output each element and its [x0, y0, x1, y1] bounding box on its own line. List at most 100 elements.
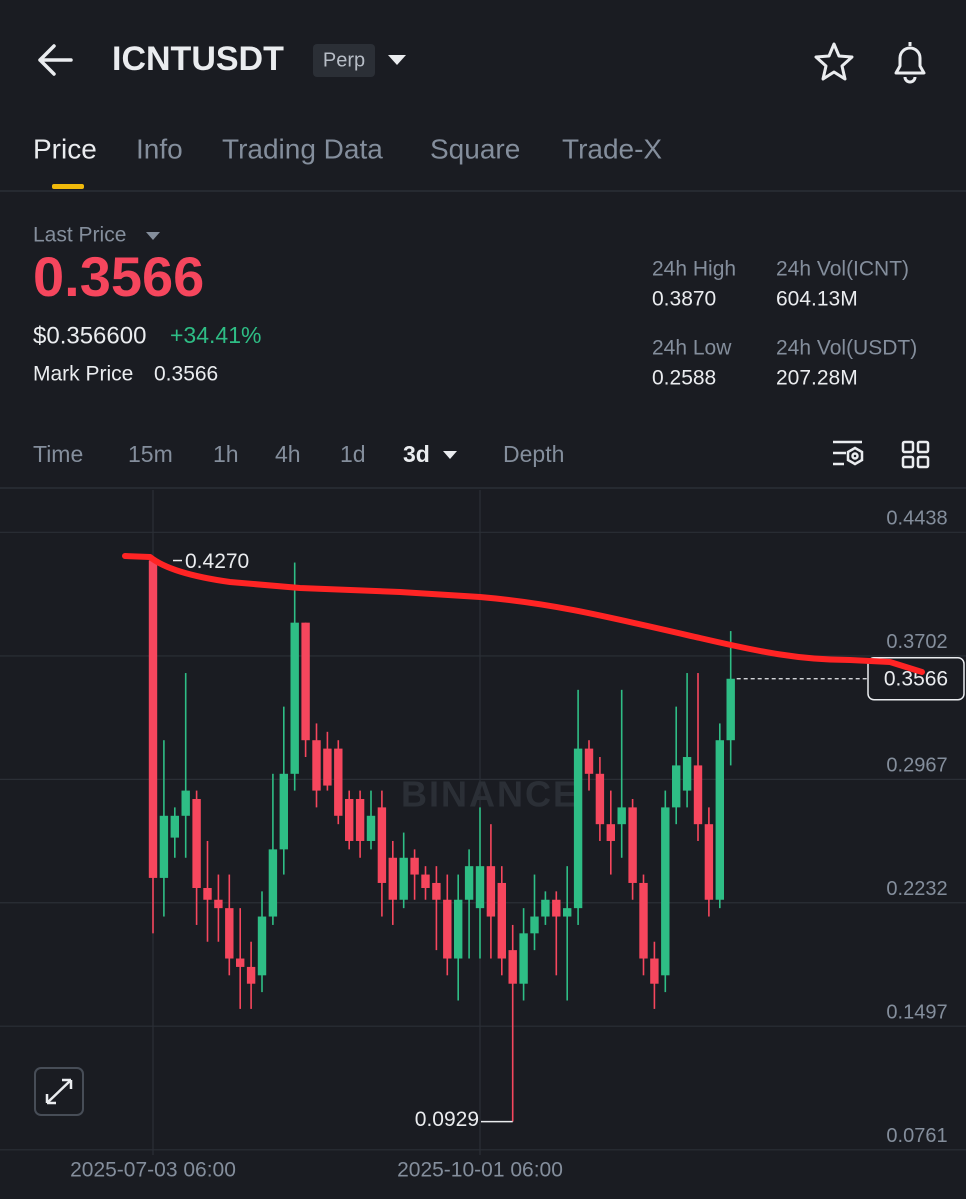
- mark-price: 0.3566: [154, 363, 218, 386]
- candle-body: [541, 899, 550, 917]
- candle-body: [639, 882, 648, 959]
- candle-body: [486, 866, 496, 917]
- interval[interactable]: 1h: [213, 441, 239, 467]
- candle-body: [595, 773, 605, 825]
- candle-body: [257, 916, 267, 976]
- badge: Perp: [323, 49, 365, 71]
- candle-body: [552, 899, 561, 917]
- interval[interactable]: Depth: [503, 441, 564, 467]
- favorite-button[interactable]: [814, 42, 854, 81]
- symbol: ICNTUSDT: [112, 40, 284, 78]
- candle-body: [301, 622, 310, 741]
- tab[interactable]: Square: [430, 133, 520, 164]
- candle-body: [715, 740, 724, 900]
- stat-label: 24h Vol(ICNT): [776, 258, 909, 281]
- last-price-box: [867, 657, 965, 701]
- y-tick-label: 0.0761: [886, 1125, 947, 1147]
- candle-body: [355, 798, 365, 841]
- symbol-dropdown[interactable]: [388, 55, 406, 65]
- candle-body: [290, 622, 299, 774]
- candle-wick: [511, 924, 514, 1122]
- interval[interactable]: 15m: [128, 441, 173, 467]
- candle-body: [519, 933, 528, 984]
- candle-wick: [272, 773, 274, 925]
- stat-value: 0.3870: [652, 288, 716, 311]
- candle-body: [475, 866, 485, 909]
- expand-button[interactable]: [34, 1067, 84, 1116]
- stat-label: 24h Low: [652, 337, 732, 360]
- stat-label: 24h High: [652, 258, 736, 281]
- candle-wick: [413, 849, 416, 900]
- candle-body: [497, 882, 506, 959]
- candle-body: [323, 748, 332, 786]
- tab[interactable]: Trading Data: [222, 133, 383, 164]
- stat-label: 24h Vol(USDT): [776, 337, 917, 360]
- candle-wick: [468, 849, 470, 959]
- alert-button[interactable]: [894, 42, 926, 84]
- candle-body: [704, 824, 714, 900]
- mark-price-label: Mark Price: [33, 363, 133, 386]
- x-tick-label: 2025-10-01 06:00: [397, 1159, 563, 1182]
- chart-settings-button[interactable]: [833, 440, 864, 466]
- last-price-tag: 0.3566: [884, 667, 948, 690]
- candle-wick: [184, 673, 187, 858]
- watermark: BINANCE: [401, 774, 579, 815]
- interval[interactable]: 3d: [403, 441, 430, 467]
- candle-body: [584, 748, 594, 774]
- last-price-label: Last Price: [33, 224, 126, 247]
- candle-body: [170, 815, 179, 838]
- candle-body: [334, 748, 343, 816]
- candle-body: [508, 950, 517, 984]
- layout-button[interactable]: [901, 440, 930, 469]
- stat-value: 604.13M: [776, 288, 858, 311]
- candle-wick: [555, 891, 558, 976]
- candle-body: [421, 874, 430, 888]
- interval-dropdown[interactable]: [443, 451, 457, 459]
- back-button[interactable]: [38, 44, 73, 76]
- price-change: +34.41%: [170, 322, 261, 348]
- candle-body: [573, 748, 583, 909]
- candle-body: [661, 807, 670, 976]
- low-marker-label: 0.0929: [415, 1108, 479, 1131]
- tab[interactable]: Price: [33, 133, 97, 164]
- candle-body: [148, 560, 158, 878]
- candle-body: [726, 678, 735, 741]
- candle-body: [530, 916, 539, 934]
- candle-wick: [533, 874, 536, 951]
- tab[interactable]: Info: [136, 133, 183, 164]
- y-tick-label: 0.2967: [886, 755, 947, 777]
- candle-body: [454, 899, 463, 959]
- stat-value: 207.28M: [776, 367, 858, 390]
- candle-body: [682, 757, 692, 791]
- candle-wick: [435, 866, 438, 951]
- candle-body: [312, 740, 321, 791]
- candle-wick: [686, 673, 688, 808]
- candle-body: [650, 958, 659, 984]
- stat-value: 0.2588: [652, 367, 716, 390]
- interval[interactable]: 1d: [340, 441, 366, 467]
- candle-body: [246, 966, 256, 984]
- chart: 0.4438 0.3702 0.2967 0.2232 0.1497 0.0761 2025…: [0, 490, 966, 1182]
- hand-drawn-line: [122, 553, 925, 675]
- last-price-dropdown[interactable]: [146, 232, 160, 240]
- y-tick-label: 0.4438: [886, 508, 947, 530]
- tab[interactable]: Trade-X: [562, 133, 662, 164]
- candle-body: [345, 798, 354, 841]
- candle-body: [214, 899, 223, 909]
- y-tick-label: 0.1497: [886, 1001, 947, 1023]
- candle-body: [236, 958, 245, 967]
- y-tick-label: 0.2232: [886, 878, 947, 900]
- interval[interactable]: 4h: [275, 441, 301, 467]
- tab-indicator: [52, 184, 84, 189]
- candle-body: [672, 765, 681, 808]
- candle-body: [388, 857, 397, 900]
- candle-body: [628, 807, 637, 883]
- candle-body: [192, 798, 201, 888]
- candle-wick: [697, 673, 699, 841]
- x-tick-label: 2025-07-03 06:00: [70, 1159, 236, 1182]
- candle-body: [399, 857, 408, 900]
- candle-body: [606, 824, 615, 841]
- candle-body: [279, 773, 288, 850]
